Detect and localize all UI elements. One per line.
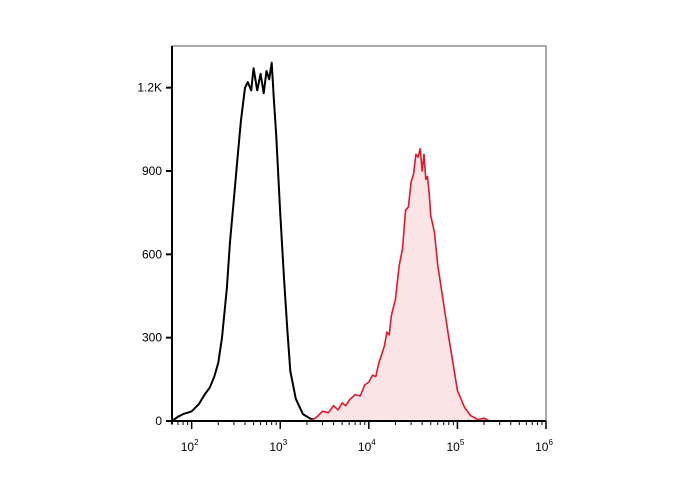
x-tick-label: 103 (269, 438, 287, 454)
y-tick-label: 0 (155, 414, 162, 428)
plot-frame (171, 45, 547, 422)
series-1-area-fill (310, 148, 490, 422)
x-tick-label: 105 (447, 438, 465, 454)
plot-layer (171, 61, 490, 422)
series-1-line (310, 148, 490, 422)
x-tick-label: 106 (535, 438, 553, 454)
series-0-line (171, 61, 396, 422)
y-tick-label: 900 (142, 164, 162, 178)
x-tick-label: 104 (358, 438, 376, 454)
y-tick-label: 1.2K (137, 81, 162, 95)
axis-layer: 0 300 600 900 1.2K 102 103 104 105 106 (137, 45, 553, 454)
y-tick-label: 300 (142, 331, 162, 345)
y-tick-label: 600 (142, 247, 162, 261)
x-tick-label: 102 (181, 438, 199, 454)
